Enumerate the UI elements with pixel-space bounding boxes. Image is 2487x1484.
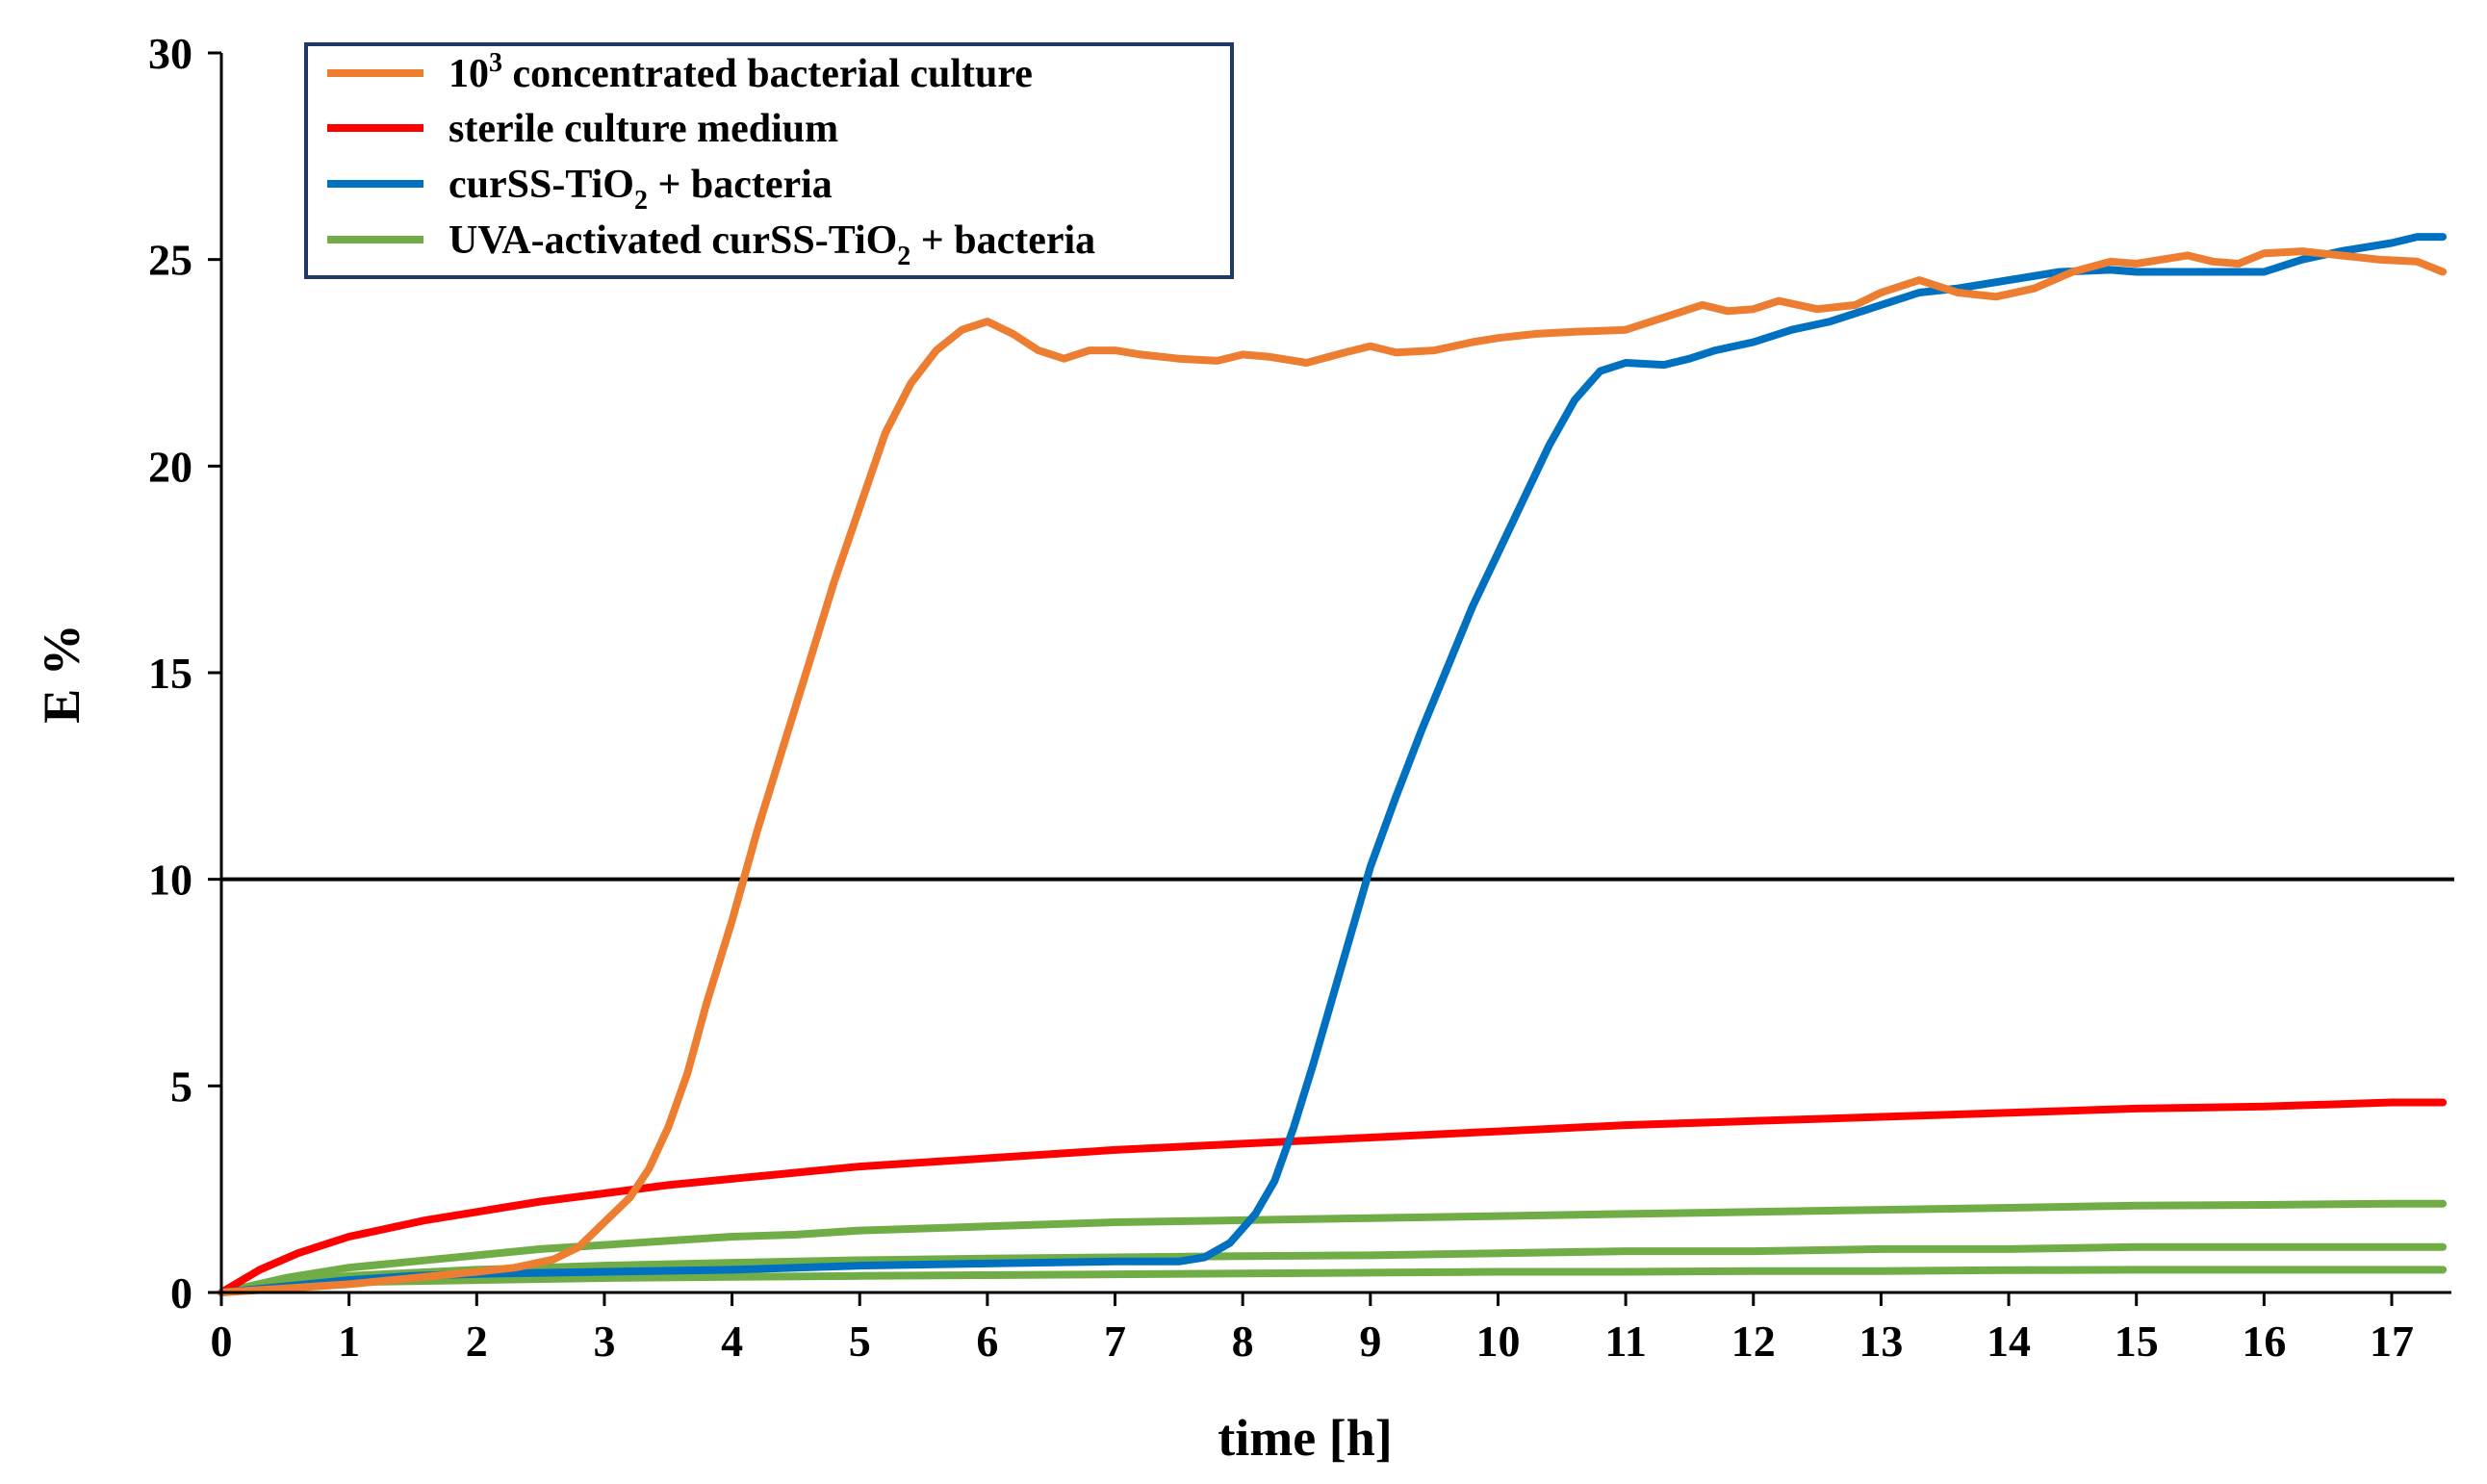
x-tick-label: 9 <box>1359 1317 1381 1366</box>
legend-label-culture-rest: concentrated bacterial culture <box>502 52 1033 96</box>
x-tick-label: 17 <box>2370 1317 2414 1366</box>
legend-frame <box>304 42 1234 279</box>
x-tick-label: 11 <box>1604 1317 1646 1366</box>
x-tick-label: 6 <box>976 1317 998 1366</box>
legend-label-uva: UVA-activated curSS-TiO <box>449 218 897 263</box>
legend-label-uva-rest: + bacteria <box>910 218 1095 263</box>
legend-label-uva-sub: 2 <box>897 242 910 271</box>
legend-label-curss-rest: + bacteria <box>648 163 833 207</box>
x-tick-label: 13 <box>1859 1317 1903 1366</box>
y-tick-label: 10 <box>148 856 192 905</box>
y-tick-label: 20 <box>148 442 192 491</box>
x-tick-label: 7 <box>1104 1317 1126 1366</box>
x-tick-label: 2 <box>466 1317 488 1366</box>
legend-label-culture: 10 <box>449 52 489 96</box>
legend-entry-uva: UVA-activated curSS-TiO2 + bacteria <box>327 218 1095 271</box>
series-line-culture <box>218 247 2448 1296</box>
x-axis-title: time [h] <box>1218 1409 1392 1467</box>
y-tick-label: 5 <box>170 1062 192 1111</box>
legend-entry-curss: curSS-TiO2 + bacteria <box>327 163 833 216</box>
legend-label-curss-sub: 2 <box>634 186 648 216</box>
x-tick-label: 3 <box>593 1317 615 1366</box>
y-tick-label: 25 <box>148 236 192 285</box>
y-tick-label: 15 <box>148 649 192 698</box>
y-axis-title: E % <box>33 624 90 724</box>
x-tick-label: 16 <box>2242 1317 2286 1366</box>
svg-text:sterile culture medium: sterile culture medium <box>449 107 838 151</box>
svg-text:curSS-TiO2 + bacteria: curSS-TiO2 + bacteria <box>449 163 833 216</box>
series-line-uva <box>218 1199 2448 1296</box>
legend-entry-sterile: sterile culture medium <box>327 107 838 151</box>
legend-label-culture-sup: 3 <box>489 48 502 78</box>
x-tick-label: 1 <box>338 1317 360 1366</box>
svg-text:103 concentrated bacterial cul: 103 concentrated bacterial culture <box>449 48 1033 96</box>
x-tick-label: 5 <box>849 1317 871 1366</box>
x-tick-label: 12 <box>1731 1317 1776 1366</box>
legend: 103 concentrated bacterial culture steri… <box>304 42 1234 279</box>
y-tick-label: 30 <box>148 29 192 78</box>
legend-entry-culture: 103 concentrated bacterial culture <box>327 48 1033 96</box>
series-line-uva3 <box>218 1266 2448 1296</box>
x-tick-label: 8 <box>1232 1317 1254 1366</box>
series-line-curss <box>218 233 2448 1296</box>
x-tick-label: 14 <box>1987 1317 2031 1366</box>
x-tick-label: 4 <box>721 1317 743 1366</box>
y-tick-label: 0 <box>170 1268 192 1318</box>
x-tick-label: 0 <box>211 1317 233 1366</box>
x-tick-label: 10 <box>1475 1317 1520 1366</box>
legend-label-curss: curSS-TiO <box>449 163 634 207</box>
svg-text:UVA-activated curSS-TiO2 + bac: UVA-activated curSS-TiO2 + bacteria <box>449 218 1095 271</box>
legend-label-sterile: sterile culture medium <box>449 107 838 151</box>
series-line-sterile <box>218 1098 2448 1296</box>
series-layer <box>218 233 2448 1296</box>
x-tick-label: 15 <box>2115 1317 2159 1366</box>
